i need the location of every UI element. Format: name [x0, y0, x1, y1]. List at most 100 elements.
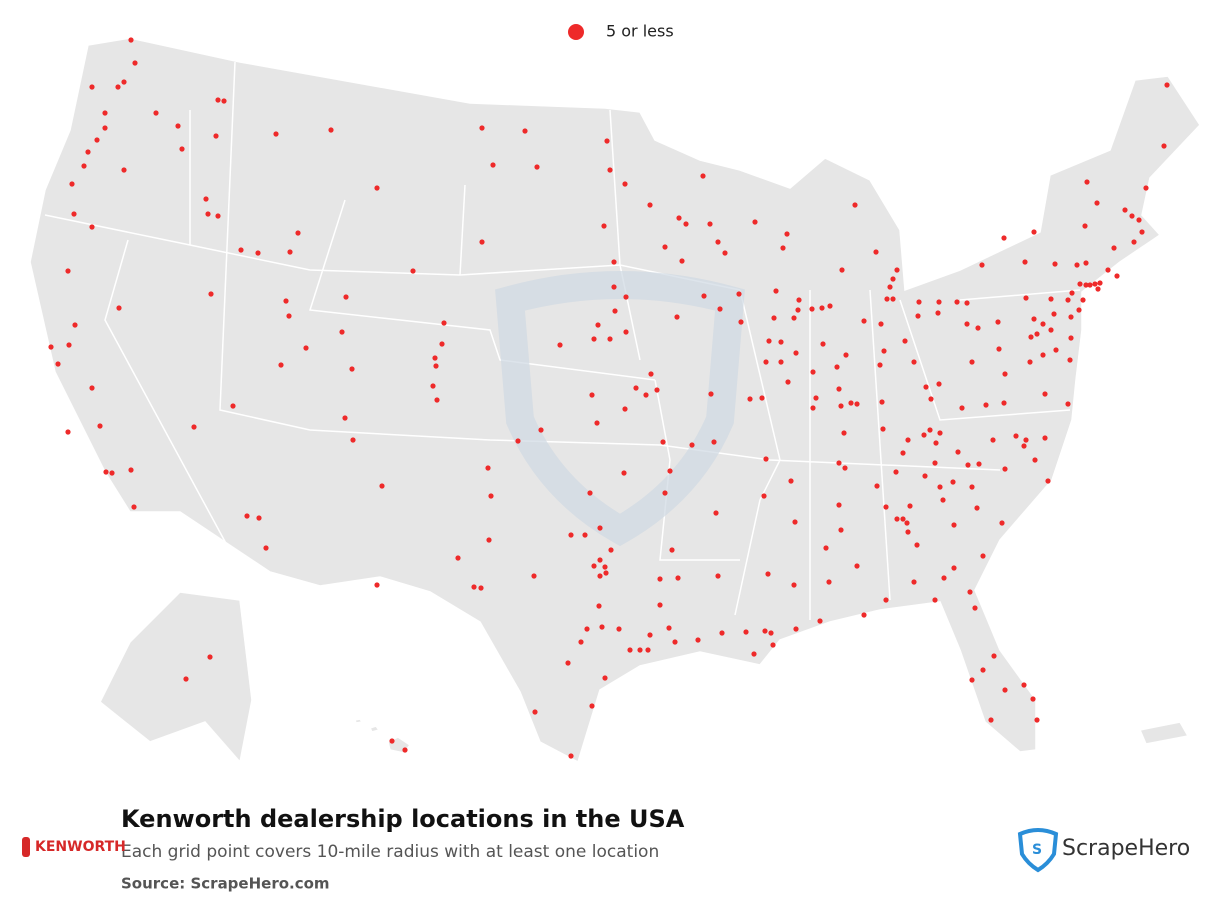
- location-dot: [743, 629, 749, 635]
- location-dot: [841, 430, 847, 436]
- location-dot: [621, 470, 627, 476]
- location-dot: [531, 573, 537, 579]
- location-dot: [582, 532, 588, 538]
- location-dot: [976, 461, 982, 467]
- location-dot: [1045, 478, 1051, 484]
- location-dot: [594, 420, 600, 426]
- location-dot: [1136, 217, 1142, 223]
- location-dot: [69, 181, 75, 187]
- location-dot: [71, 211, 77, 217]
- location-dot: [611, 284, 617, 290]
- location-dot: [208, 291, 214, 297]
- location-dot: [102, 125, 108, 131]
- location-dot: [121, 79, 127, 85]
- location-dot: [1027, 359, 1033, 365]
- logo-shield: [1017, 828, 1059, 873]
- location-dot: [763, 359, 769, 365]
- location-dot: [842, 465, 848, 471]
- location-dot: [983, 402, 989, 408]
- location-dot: [935, 310, 941, 316]
- brand-icon: [22, 837, 30, 857]
- location-dot: [700, 173, 706, 179]
- location-dot: [128, 467, 134, 473]
- location-dot: [441, 320, 447, 326]
- location-dot: [881, 348, 887, 354]
- location-dot: [1068, 335, 1074, 341]
- location-dot: [175, 123, 181, 129]
- location-dot: [883, 597, 889, 603]
- location-dot: [707, 221, 713, 227]
- location-dot: [907, 503, 913, 509]
- location-dot: [928, 396, 934, 402]
- location-dot: [887, 284, 893, 290]
- location-dot: [1164, 82, 1170, 88]
- location-dot: [633, 385, 639, 391]
- location-dot: [94, 137, 100, 143]
- location-dot: [1161, 143, 1167, 149]
- location-dot: [207, 654, 213, 660]
- location-dot: [654, 387, 660, 393]
- location-dot: [478, 585, 484, 591]
- location-dot: [1030, 696, 1036, 702]
- location-dot: [771, 315, 777, 321]
- location-dot: [826, 579, 832, 585]
- location-dot: [608, 547, 614, 553]
- location-dot: [979, 262, 985, 268]
- location-dot: [191, 424, 197, 430]
- location-dot: [950, 479, 956, 485]
- location-dot: [967, 589, 973, 595]
- location-dot: [955, 449, 961, 455]
- location-dot: [672, 639, 678, 645]
- location-dot: [295, 230, 301, 236]
- location-dot: [995, 319, 1001, 325]
- location-dot: [905, 529, 911, 535]
- location-dot: [203, 196, 209, 202]
- location-dot: [522, 128, 528, 134]
- location-dot: [1002, 371, 1008, 377]
- location-dot: [662, 490, 668, 496]
- location-dot: [689, 442, 695, 448]
- alaska: [99, 591, 253, 764]
- location-dot: [679, 258, 685, 264]
- location-dot: [969, 359, 975, 365]
- location-dot: [751, 651, 757, 657]
- location-dot: [1031, 316, 1037, 322]
- location-dot: [616, 626, 622, 632]
- location-dot: [848, 400, 854, 406]
- location-dot: [622, 181, 628, 187]
- location-dot: [674, 314, 680, 320]
- location-dot: [1097, 280, 1103, 286]
- location-dot: [759, 395, 765, 401]
- location-dot: [873, 249, 879, 255]
- location-dot: [1111, 245, 1117, 251]
- location-dot: [1053, 347, 1059, 353]
- location-dot: [922, 473, 928, 479]
- location-dot: [883, 504, 889, 510]
- location-dot: [854, 563, 860, 569]
- location-dot: [430, 383, 436, 389]
- location-dot: [795, 307, 801, 313]
- location-dot: [389, 738, 395, 744]
- location-dot: [89, 224, 95, 230]
- location-dot: [1069, 290, 1075, 296]
- location-dot: [1032, 457, 1038, 463]
- location-dot: [342, 415, 348, 421]
- location-dot: [701, 293, 707, 299]
- subtitle: Each grid point covers 10-mile radius wi…: [121, 842, 659, 862]
- land: [29, 37, 1201, 764]
- location-dot: [1131, 239, 1137, 245]
- location-dot: [1065, 297, 1071, 303]
- location-dot: [836, 502, 842, 508]
- location-dot: [1040, 352, 1046, 358]
- location-dot: [884, 296, 890, 302]
- location-dot: [921, 432, 927, 438]
- location-dot: [996, 346, 1002, 352]
- location-dot: [1080, 297, 1086, 303]
- location-dot: [485, 465, 491, 471]
- location-dot: [683, 221, 689, 227]
- location-dot: [1031, 229, 1037, 235]
- location-dot: [980, 553, 986, 559]
- location-dot: [933, 440, 939, 446]
- location-dot: [900, 450, 906, 456]
- location-dot: [761, 493, 767, 499]
